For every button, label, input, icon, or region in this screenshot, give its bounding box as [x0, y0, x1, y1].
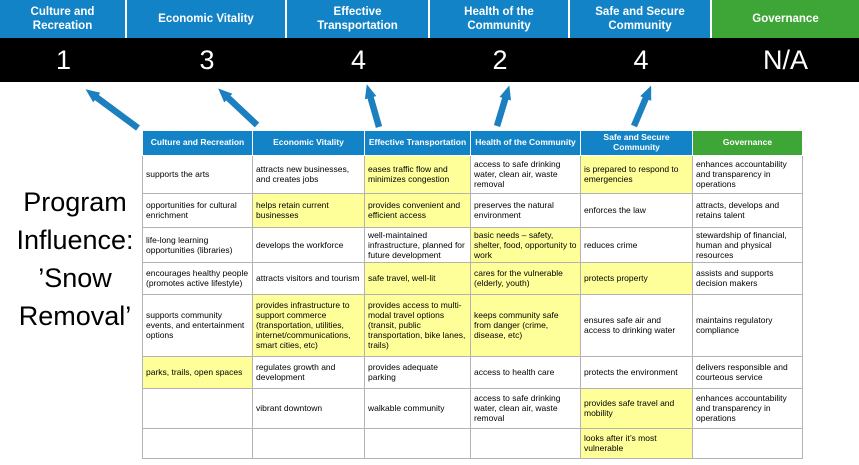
program-title-line: Influence:	[16, 225, 134, 255]
table-cell: life-long learning opportunities (librar…	[142, 226, 253, 263]
table-row: supports community events, and entertain…	[142, 293, 803, 357]
table-cell: protects the environment	[580, 355, 693, 389]
table-cell: attracts, develops and retains talent	[692, 192, 803, 228]
table-cell	[142, 427, 253, 459]
table-row: vibrant downtown walkable community access…	[142, 387, 803, 429]
table-cell: walkable community	[364, 387, 471, 429]
table-cell	[470, 427, 581, 459]
scorecard-banner: Culture and Recreation Economic Vitality E…	[0, 0, 859, 38]
score-value: 4	[350, 44, 367, 75]
table-cell-highlighted: provides safe travel and mobility	[580, 387, 693, 429]
table-cell-highlighted: parks, trails, open spaces	[142, 355, 253, 389]
table-cell: opportunities for cultural enrichment	[142, 192, 253, 228]
table-cell	[142, 387, 253, 429]
table-cell-highlighted: helps retain current businesses	[252, 192, 365, 228]
table-cell: supports community events, and entertain…	[142, 293, 253, 357]
score-value: 1	[55, 44, 72, 75]
table-header-cell: Culture and Recreation	[142, 130, 253, 156]
table-cell-highlighted: eases traffic flow and minimizes congest…	[364, 154, 471, 194]
table-cell: access to safe drinking water, clean air…	[470, 154, 581, 194]
up-arrow-icon	[631, 85, 652, 128]
table-row: looks after it’s most vulnerable	[142, 427, 803, 459]
table-row: encourages healthy people (promotes acti…	[142, 261, 803, 295]
arrows-svg	[85, 84, 652, 131]
table-cell-highlighted: basic needs – safety, shelter, food, opp…	[470, 226, 581, 263]
table-cell: enhances accountability and transparency…	[692, 154, 803, 194]
program-title-line: Removal’	[18, 301, 132, 331]
table-cell: attracts new businesses, and creates job…	[252, 154, 365, 194]
program-title-line: Program	[23, 187, 127, 217]
table-cell: assists and supports decision makers	[692, 261, 803, 295]
table-cell-highlighted: protects property	[580, 261, 693, 295]
table-cell: attracts visitors and tourism	[252, 261, 365, 295]
table-cell: reduces crime	[580, 226, 693, 263]
program-title: Program Influence: ’Snow Removal’	[4, 183, 146, 335]
table-row: supports the arts attracts new businesses…	[142, 154, 803, 194]
influence-table-wrap: Culture and Recreation Economic Vitality E…	[142, 130, 803, 459]
score-value: 3	[199, 44, 215, 75]
table-row: life-long learning opportunities (librar…	[142, 226, 803, 263]
banner-header: Effective Transportation	[287, 0, 430, 38]
influence-table: Culture and Recreation Economic Vitality E…	[142, 130, 803, 459]
up-arrow-icon	[364, 84, 383, 128]
table-header-cell: Effective Transportation	[364, 130, 471, 156]
table-header-cell: Health of the Community	[470, 130, 581, 156]
program-title-line: ’Snow	[38, 263, 112, 293]
up-arrow-icon	[218, 88, 260, 128]
table-cell: access to safe drinking water, clean air…	[470, 387, 581, 429]
table-header-cell: Economic Vitality	[252, 130, 365, 156]
table-cell-highlighted: provides convenient and efficient access	[364, 192, 471, 228]
banner-header: Safe and Secure Community	[570, 0, 712, 38]
up-arrow-icon	[493, 85, 512, 127]
table-cell-highlighted: provides infrastructure to support comme…	[252, 293, 365, 357]
score-value: 2	[492, 44, 508, 75]
table-cell-highlighted: cares for the vulnerable (elderly, youth…	[470, 261, 581, 295]
table-cell-highlighted: provides access to multi-modal travel op…	[364, 293, 471, 357]
table-cell: regulates growth and development	[252, 355, 365, 389]
table-cell	[252, 427, 365, 459]
table-cell-highlighted: keeps community safe from danger (crime,…	[470, 293, 581, 357]
up-arrow-icon	[85, 89, 140, 131]
table-cell: supports the arts	[142, 154, 253, 194]
banner-header: Governance	[712, 0, 859, 38]
table-cell: develops the workforce	[252, 226, 365, 263]
table-cell: enforces the law	[580, 192, 693, 228]
table-cell: access to health care	[470, 355, 581, 389]
table-cell-highlighted: is prepared to respond to emergencies	[580, 154, 693, 194]
table-cell: encourages healthy people (promotes acti…	[142, 261, 253, 295]
table-row: opportunities for cultural enrichment hel…	[142, 192, 803, 228]
table-header-cell: Governance	[692, 130, 803, 156]
score-value: 4	[633, 44, 649, 75]
table-cell: enhances accountability and transparency…	[692, 387, 803, 429]
table-header-cell: Safe and Secure Community	[580, 130, 693, 156]
table-cell: vibrant downtown	[252, 387, 365, 429]
banner-header: Health of the Community	[430, 0, 570, 38]
table-cell: delivers responsible and courteous servi…	[692, 355, 803, 389]
table-cell: provides adequate parking	[364, 355, 471, 389]
table-cell: ensures safe air and access to drinking …	[580, 293, 693, 357]
table-cell	[364, 427, 471, 459]
score-bar: 1 3 4 2 4 N/A	[0, 38, 859, 82]
table-cell-highlighted: looks after it’s most vulnerable	[580, 427, 693, 459]
table-cell: well-maintained infrastructure, planned …	[364, 226, 471, 263]
table-cell: stewardship of financial, human and phys…	[692, 226, 803, 263]
banner-header: Economic Vitality	[127, 0, 287, 38]
table-cell-highlighted: safe travel, well-lit	[364, 261, 471, 295]
table-cell	[692, 427, 803, 459]
table-cell: maintains regulatory compliance	[692, 293, 803, 357]
banner-header: Culture and Recreation	[0, 0, 127, 38]
table-row: parks, trails, open spaces regulates grow…	[142, 355, 803, 389]
score-value: N/A	[762, 44, 808, 75]
table-cell: preserves the natural environment	[470, 192, 581, 228]
